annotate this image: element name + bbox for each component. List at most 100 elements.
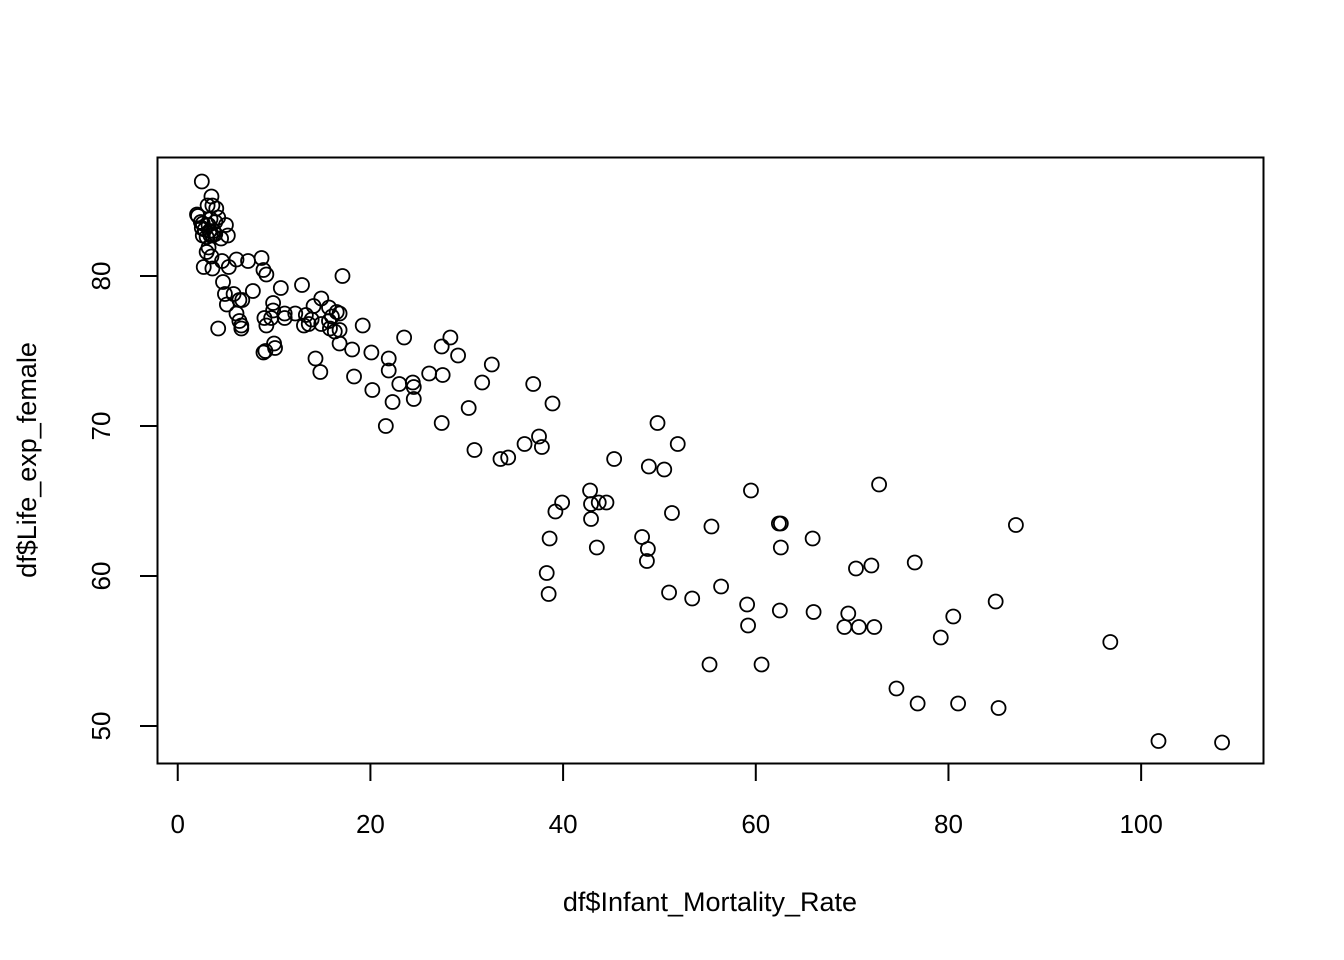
data-point [421,365,438,382]
data-point [331,305,348,322]
data-point [344,341,361,358]
data-point [384,394,401,410]
data-point [772,515,789,532]
data-point [404,374,421,391]
y-axis: 50 60 70 80 [86,262,159,741]
data-point [850,619,867,635]
data-point [540,586,557,602]
data-point [218,296,235,313]
data-point [1008,517,1024,533]
data-point [294,277,310,293]
data-point [990,700,1007,716]
data-point [950,695,966,712]
data-point [804,530,821,547]
data-point [255,262,272,278]
data-point [684,590,701,607]
data-point [649,415,666,431]
data-point [313,290,330,307]
data-point [313,316,330,332]
data-point [305,298,322,314]
plot-frame [156,156,1265,765]
data-point [258,317,275,334]
data-point [203,248,220,265]
data-point [346,368,362,385]
data-point [909,695,926,712]
data-point [354,317,371,334]
data-point [805,604,822,620]
data-point [669,436,686,452]
data-point [219,227,236,244]
data-point [483,356,500,373]
data-point [541,530,558,547]
data-point [287,305,304,322]
data-point [836,619,853,635]
data-point [396,329,413,346]
data-point [363,344,380,361]
x-tick-label: 80 [934,809,963,839]
data-point [639,541,656,557]
x-axis: 0 20 40 60 80 100 [170,762,1163,839]
data-point [391,376,408,392]
data-point [639,553,655,569]
data-point [276,310,293,326]
data-point [771,602,788,619]
data-point [547,503,564,520]
data-point [460,400,477,416]
x-axis-label: df$Infant_Mortality_Rate [563,887,857,917]
data-point [661,584,677,601]
data-point [442,329,459,346]
data-point [312,364,329,380]
data-point [198,244,215,260]
x-tick-label: 100 [1119,809,1162,839]
data-point [380,350,397,367]
data-point [208,200,225,217]
data-point [253,250,270,266]
data-point [740,617,756,634]
data-point [233,320,250,337]
data-point [466,442,483,458]
data-point [866,619,883,635]
data-point [945,608,962,625]
data-point [590,494,607,511]
data-point [840,605,857,622]
data-point [450,347,466,364]
data-point [331,322,348,338]
y-tick-label: 50 [86,712,116,741]
data-point [739,596,756,613]
data-point [531,428,547,445]
data-point [323,308,340,325]
data-point [220,259,237,275]
data-point [863,557,880,574]
data-point [500,449,517,466]
y-tick-label: 80 [86,262,116,291]
data-point [932,629,949,646]
data-point [405,391,422,407]
data-point [525,376,542,392]
x-tick-label: 40 [549,809,578,839]
data-point [258,266,275,283]
data-point [255,344,272,361]
data-point [218,217,234,233]
data-point [492,451,509,467]
data-point [193,173,210,190]
data-point [380,362,397,379]
data-points [189,173,1230,751]
data-point [364,382,381,398]
data-point [640,458,657,475]
data-point [195,259,212,275]
data-point [307,350,324,367]
data-point [888,680,905,697]
x-tick-label: 20 [356,809,385,839]
data-point [753,656,770,673]
data-point [713,578,729,595]
data-point [656,461,673,478]
data-point [433,338,450,355]
data-point [377,418,394,434]
y-axis-label: df$Life_exp_female [12,342,42,578]
data-point [217,286,233,302]
data-point [434,367,451,383]
data-point [234,292,251,308]
data-point [1150,733,1167,749]
data-point [588,539,605,556]
